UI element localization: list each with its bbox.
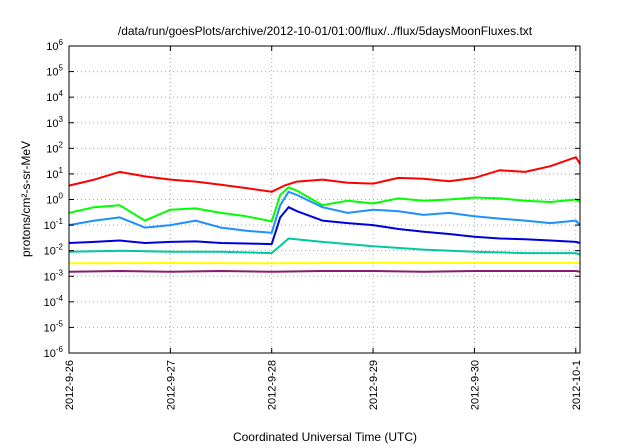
x-tick-label: 2012-9-30: [469, 360, 481, 410]
y-tick-label: 10-1: [44, 217, 64, 232]
y-axis-label: protons/cm²-s-sr-MeV: [19, 141, 33, 257]
series-line-1: [68, 156, 581, 193]
y-axis: 10-6 10-5 10-4 10-3 10-2 10-1 100 101 102 103 104 1…: [44, 38, 580, 360]
y-tick-label: 104: [46, 89, 63, 104]
y-tick-label: 100: [46, 192, 63, 207]
series-line-6: [68, 261, 581, 265]
x-tick-label: 2012-9-29: [368, 360, 380, 410]
x-tick-label: 2012-10-1: [571, 360, 583, 410]
chart-title: /data/run/goesPlots/archive/2012-10-01/0…: [118, 24, 533, 38]
y-tick-label: 101: [46, 166, 63, 181]
y-tick-label: 105: [46, 64, 63, 79]
x-tick-label: 2012-9-27: [165, 360, 177, 410]
y-tick-label: 106: [46, 38, 63, 53]
x-axis: 2012-9-26 2012-9-27 2012-9-28 2012-9-29 2012…: [64, 46, 583, 410]
x-tick-label: 2012-9-28: [267, 360, 279, 410]
y-tick-label: 102: [46, 140, 63, 155]
y-tick-label: 10-4: [44, 294, 64, 309]
series-line-5: [68, 237, 581, 256]
series-line-4: [68, 206, 581, 246]
y-tick-label: 10-3: [44, 268, 64, 283]
y-tick-label: 10-2: [44, 243, 64, 258]
x-axis-label: Coordinated Universal Time (UTC): [233, 430, 417, 444]
y-tick-label: 103: [46, 115, 63, 130]
y-tick-label: 10-5: [44, 319, 64, 334]
series-line-7: [68, 270, 581, 273]
series-line-3: [68, 190, 581, 234]
series-lines: [68, 156, 581, 273]
y-tick-label: 10-6: [44, 345, 64, 360]
series-line-2: [68, 186, 581, 223]
x-tick-label: 2012-9-26: [64, 360, 76, 410]
